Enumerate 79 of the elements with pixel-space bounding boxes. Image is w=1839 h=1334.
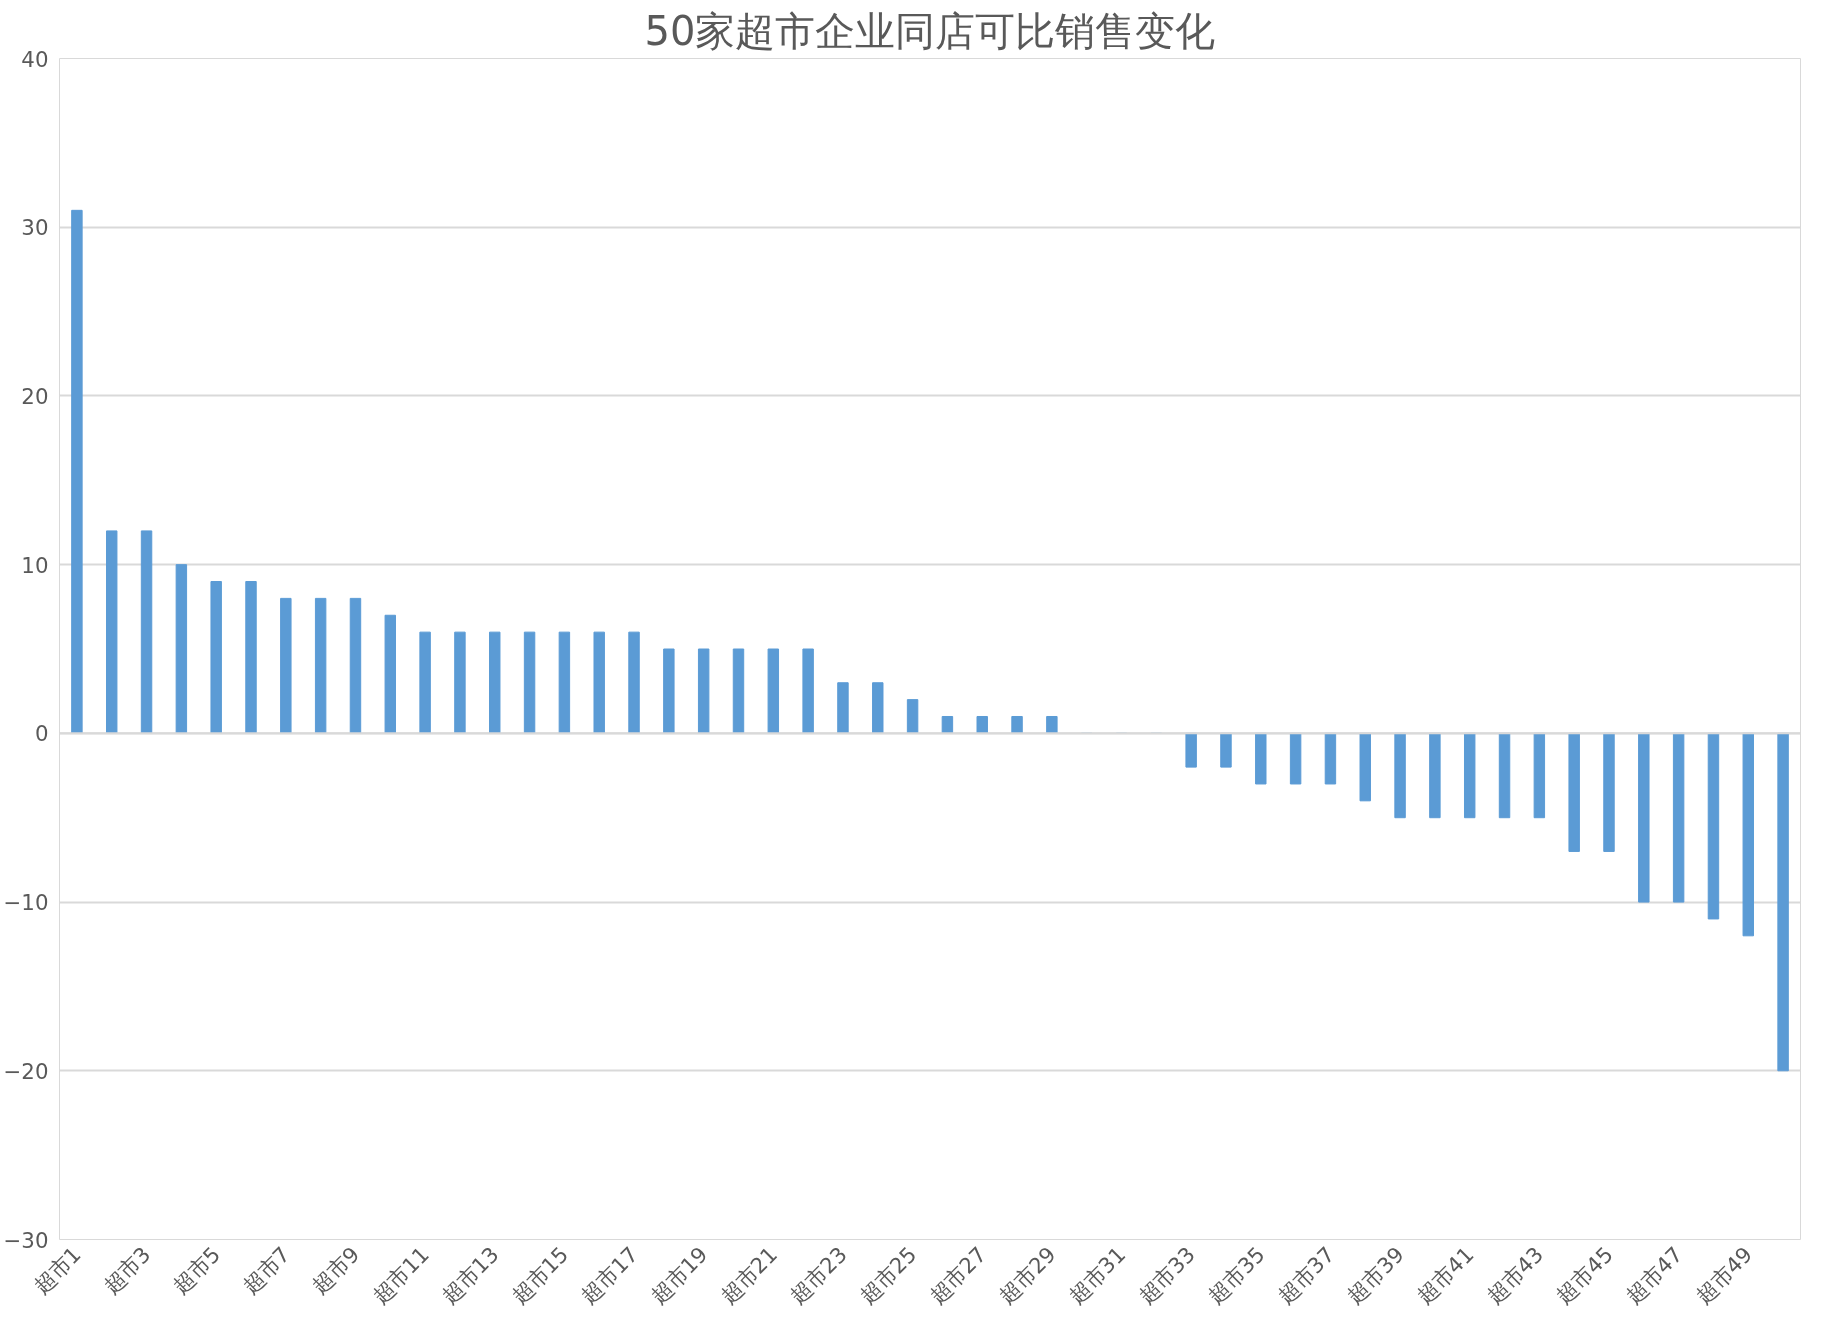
bar xyxy=(1742,732,1754,937)
x-tick-label: 超市37 xyxy=(1272,1241,1340,1309)
bar xyxy=(628,631,640,734)
x-tick-label: 超市27 xyxy=(924,1241,992,1309)
x-tick-label: 超市49 xyxy=(1690,1241,1758,1309)
x-tick-label: 超市41 xyxy=(1411,1241,1479,1309)
bar xyxy=(210,581,222,734)
bar xyxy=(1289,732,1302,785)
bar xyxy=(697,648,710,734)
x-tick-label: 超市15 xyxy=(506,1241,574,1309)
bar xyxy=(140,530,153,734)
x-tick-label: 超市5 xyxy=(168,1241,226,1299)
bar xyxy=(663,648,675,734)
bar xyxy=(1707,732,1720,920)
bar xyxy=(384,614,397,734)
bar xyxy=(106,530,118,734)
x-tick-label: 超市17 xyxy=(576,1241,643,1309)
y-tick-label: 30 xyxy=(21,215,49,241)
bar xyxy=(1429,732,1441,819)
bar xyxy=(1533,732,1546,819)
x-tick-label: 超市31 xyxy=(1063,1241,1131,1309)
x-tick-label: 超市33 xyxy=(1133,1241,1200,1309)
x-tick-label: 超市43 xyxy=(1481,1241,1549,1309)
bar xyxy=(419,631,431,734)
bar xyxy=(732,648,745,734)
bar xyxy=(314,597,327,734)
bar xyxy=(1603,732,1615,852)
bar xyxy=(280,597,292,734)
y-tick-label: −30 xyxy=(3,1227,49,1253)
x-tick-label: 超市13 xyxy=(437,1241,504,1309)
bar xyxy=(245,581,257,734)
bar xyxy=(1359,732,1371,802)
bar xyxy=(593,631,605,734)
bar xyxy=(71,209,83,734)
bar xyxy=(1185,732,1197,768)
bar xyxy=(558,631,571,734)
bar xyxy=(1672,732,1685,903)
bar xyxy=(489,631,501,734)
bar xyxy=(872,682,884,734)
bar xyxy=(454,631,466,734)
bar xyxy=(523,631,536,734)
bar xyxy=(837,682,849,734)
chart-title: 50家超市企业同店可比销售变化 xyxy=(644,7,1216,54)
bar xyxy=(906,699,919,734)
bar xyxy=(1011,715,1023,734)
bar xyxy=(175,564,188,734)
bar xyxy=(1498,732,1511,819)
x-tick-label: 超市47 xyxy=(1620,1241,1688,1309)
bar xyxy=(1777,732,1789,1072)
bar xyxy=(1463,732,1476,819)
bar xyxy=(1220,732,1232,768)
bar xyxy=(802,648,814,734)
x-tick-label: 超市21 xyxy=(715,1241,783,1309)
x-tick-label: 超市25 xyxy=(854,1241,922,1309)
y-tick-label: 0 xyxy=(34,721,49,747)
bar xyxy=(349,597,362,734)
bar xyxy=(1394,732,1406,819)
bar xyxy=(1046,715,1058,734)
bar xyxy=(1568,732,1580,852)
x-tick-label: 超市35 xyxy=(1203,1241,1270,1309)
y-tick-label: −10 xyxy=(3,890,49,916)
x-tick-label: 超市39 xyxy=(1342,1241,1409,1309)
y-tick-label: 20 xyxy=(21,383,49,409)
bar xyxy=(1638,732,1650,903)
x-tick-label: 超市23 xyxy=(785,1241,852,1309)
bar xyxy=(1255,732,1267,785)
x-tick-label: 超市29 xyxy=(994,1241,1061,1309)
bar xyxy=(767,648,780,734)
bar xyxy=(976,715,988,734)
bar xyxy=(1324,732,1337,785)
x-tick-label: 超市7 xyxy=(237,1241,295,1299)
x-tick-label: 超市9 xyxy=(307,1241,365,1299)
y-tick-label: 40 xyxy=(21,46,49,72)
x-tick-label: 超市45 xyxy=(1551,1241,1618,1309)
x-tick-label: 超市19 xyxy=(645,1241,713,1309)
x-tick-label: 超市3 xyxy=(98,1241,156,1299)
y-tick-label: −20 xyxy=(3,1058,49,1084)
y-tick-label: 10 xyxy=(21,552,49,578)
x-tick-label: 超市11 xyxy=(367,1241,434,1309)
